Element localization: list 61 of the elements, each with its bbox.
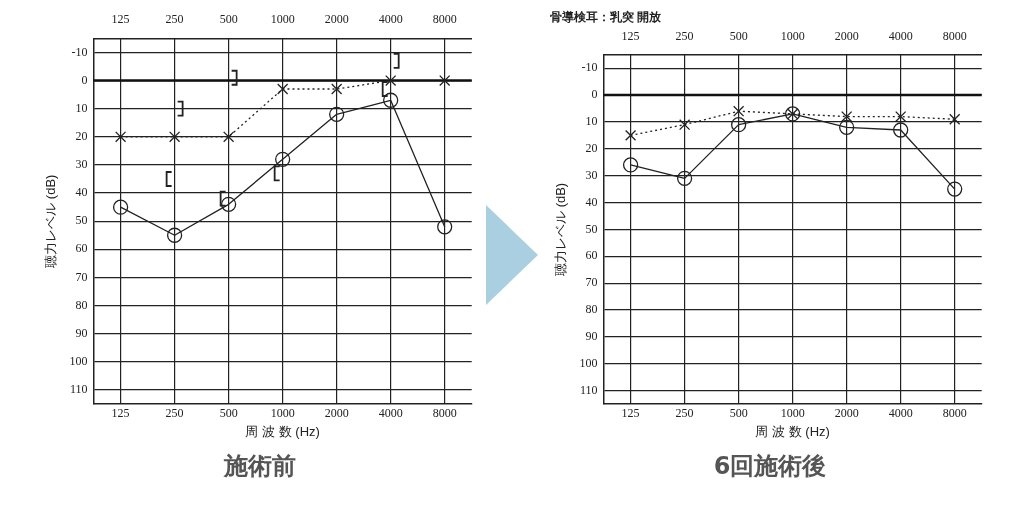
y-tick-label: 20 (75, 128, 88, 143)
category-label: 250 (675, 28, 694, 43)
x-tick-label: 125 (111, 406, 130, 421)
y-tick-label: 100 (579, 355, 598, 370)
category-label: 4000 (378, 12, 403, 27)
y-tick-label: -10 (71, 44, 88, 59)
y-tick-label: -10 (581, 60, 598, 75)
y-tick-label: 40 (75, 185, 88, 200)
y-tick-label: 50 (585, 221, 598, 236)
chart-subtitle: 骨導検耳：乳突 開放 (550, 9, 663, 24)
x-tick-label: 500 (729, 406, 748, 421)
x-tick-label: 8000 (432, 406, 457, 421)
x-axis-title: 周 波 数 (Hz) (245, 423, 320, 439)
x-axis-title: 周 波 数 (Hz) (755, 423, 830, 439)
category-label: 4000 (888, 28, 913, 43)
y-tick-label: 30 (75, 157, 88, 172)
y-tick-label: 40 (585, 194, 598, 209)
y-tick-label: 30 (585, 167, 598, 182)
category-label: 500 (219, 12, 238, 27)
y-tick-label: 50 (75, 213, 88, 228)
y-tick-label: 110 (580, 382, 598, 397)
y-tick-label: 80 (75, 297, 88, 312)
y-axis-title: 聴力レベル (dB) (553, 182, 569, 276)
category-label: 125 (111, 12, 130, 27)
category-label: 2000 (834, 28, 859, 43)
category-label: 250 (165, 12, 184, 27)
category-label: 1000 (270, 12, 295, 27)
y-axis-title: 聴力レベル (dB) (43, 174, 59, 268)
y-tick-label: 10 (75, 100, 88, 115)
category-label: 8000 (432, 12, 457, 27)
y-tick-label: 60 (75, 241, 88, 256)
y-tick-label: 70 (585, 275, 598, 290)
y-tick-label: 0 (591, 87, 598, 102)
y-tick-label: 70 (75, 269, 88, 284)
category-label: 8000 (942, 28, 967, 43)
x-tick-label: 2000 (834, 406, 859, 421)
x-tick-label: 1000 (270, 406, 295, 421)
x-tick-label: 1000 (780, 406, 805, 421)
x-tick-label: 8000 (942, 406, 967, 421)
y-tick-label: 90 (585, 329, 598, 343)
y-tick-label: 80 (585, 302, 598, 317)
text: 6回施術後 (712, 451, 828, 482)
x-tick-label: 250 (675, 406, 694, 421)
category-label: 2000 (324, 12, 349, 27)
y-tick-label: 20 (585, 140, 598, 155)
y-tick-label: 10 (585, 114, 598, 129)
y-tick-label: 60 (585, 248, 598, 263)
category-label: 500 (729, 28, 748, 43)
y-tick-label: 110 (70, 382, 88, 397)
x-tick-label: 2000 (324, 406, 349, 421)
category-label: 1000 (780, 28, 805, 43)
y-tick-label: 0 (81, 72, 88, 87)
x-tick-label: 250 (165, 406, 184, 421)
y-tick-label: 100 (69, 353, 88, 368)
text: 施術前 (222, 451, 297, 482)
x-tick-label: 125 (621, 406, 640, 421)
x-tick-label: 4000 (378, 406, 403, 421)
y-tick-label: 90 (75, 325, 88, 340)
x-tick-label: 4000 (888, 406, 913, 421)
category-label: 125 (621, 28, 640, 43)
x-tick-label: 500 (219, 406, 238, 421)
